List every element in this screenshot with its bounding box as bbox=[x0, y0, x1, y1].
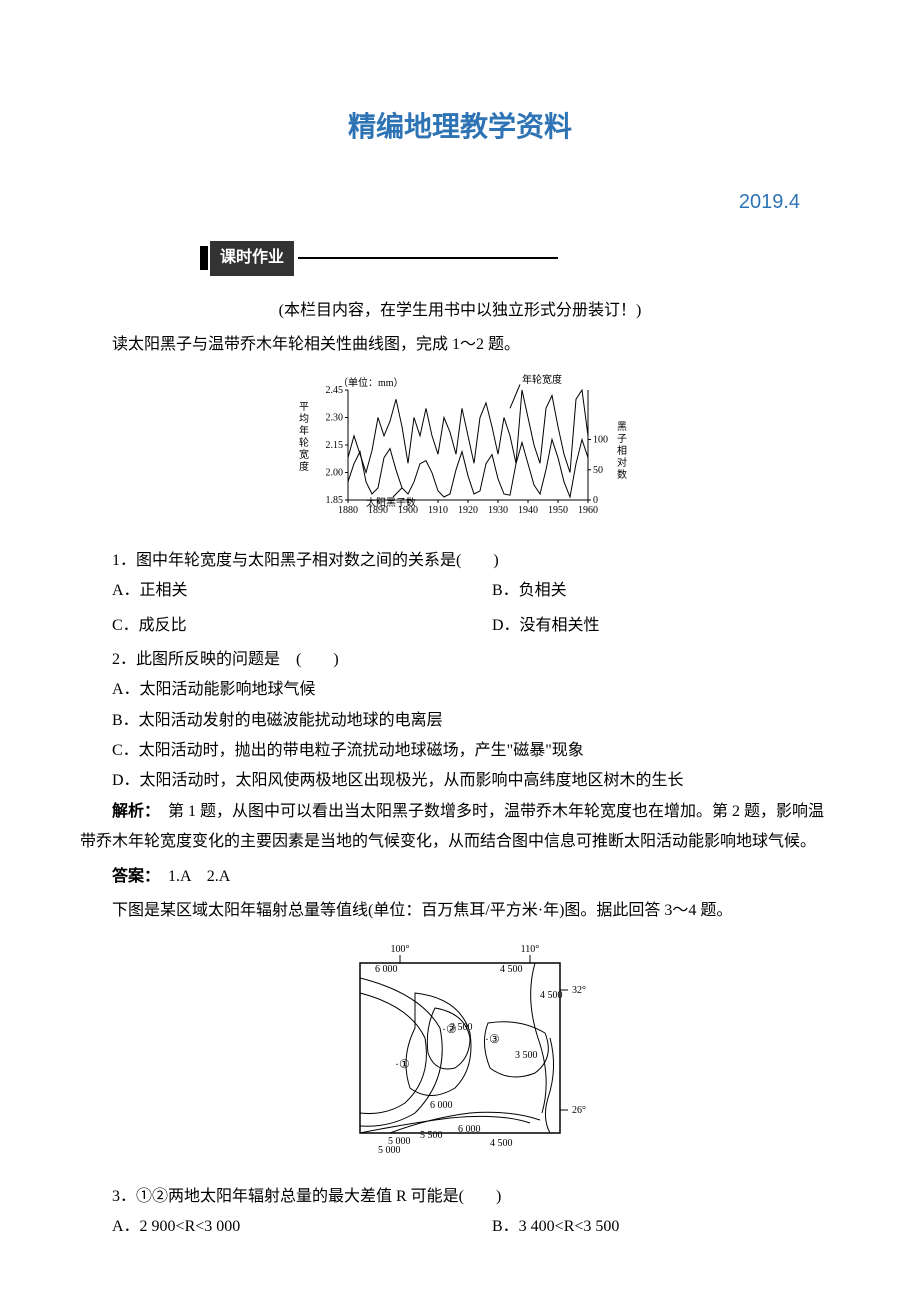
svg-text:宽: 宽 bbox=[299, 448, 309, 461]
section-banner: 课时作业 bbox=[200, 241, 840, 275]
svg-text:2.15: 2.15 bbox=[326, 440, 344, 451]
svg-text:4 500: 4 500 bbox=[490, 1138, 513, 1149]
svg-text:1940: 1940 bbox=[518, 505, 538, 516]
q2-stem: 2．此图所反映的问题是 ( ) bbox=[80, 645, 840, 675]
svg-text:子: 子 bbox=[617, 433, 627, 445]
svg-text:度: 度 bbox=[299, 460, 309, 473]
q1-opt-c: C．成反比 bbox=[80, 611, 460, 641]
chart-1: 2.452.302.152.001.8510050018801890190019… bbox=[80, 372, 840, 533]
intro-q34: 下图是某区域太阳年辐射总量等值线(单位：百万焦耳/平方米·年)图。据此回答 3～… bbox=[80, 896, 840, 926]
svg-text:4 500: 4 500 bbox=[540, 990, 563, 1001]
analysis-text: 第 1 题，从图中可以看出当太阳黑子数增多时，温带乔木年轮宽度也在增加。第 2 … bbox=[80, 803, 824, 850]
svg-text:1950: 1950 bbox=[548, 505, 568, 516]
q1-opt-a: A．正相关 bbox=[80, 576, 460, 606]
svg-text:·②: ·② bbox=[442, 1022, 457, 1036]
q3-opt-b: B．3 400<R<3 500 bbox=[460, 1212, 840, 1242]
banner-bar bbox=[200, 246, 208, 270]
q3-options-row1: A．2 900<R<3 000 B．3 400<R<3 500 bbox=[80, 1212, 840, 1242]
svg-text:1920: 1920 bbox=[458, 505, 478, 516]
svg-text:100°: 100° bbox=[391, 944, 410, 955]
svg-text:6 000: 6 000 bbox=[430, 1100, 453, 1111]
q3-stem: 3．①②两地太阳年辐射总量的最大差值 R 可能是( ) bbox=[80, 1182, 840, 1212]
answer-text: 1.A 2.A bbox=[152, 868, 230, 885]
q3-opt-a: A．2 900<R<3 000 bbox=[80, 1212, 460, 1242]
q2-opt-b: B．太阳活动发射的电磁波能扰动地球的电离层 bbox=[80, 706, 840, 736]
intro-q12: 读太阳黑子与温带乔木年轮相关性曲线图，完成 1～2 题。 bbox=[80, 330, 840, 360]
page-title: 精编地理教学资料 bbox=[80, 100, 840, 153]
svg-text:1960: 1960 bbox=[578, 505, 598, 516]
svg-text:26°: 26° bbox=[572, 1105, 586, 1116]
q1-opt-d: D．没有相关性 bbox=[460, 611, 840, 641]
analysis-label: 解析： bbox=[112, 803, 152, 820]
banner-label: 课时作业 bbox=[210, 241, 294, 275]
svg-text:32°: 32° bbox=[572, 985, 586, 996]
analysis-1: 解析： 第 1 题，从图中可以看出当太阳黑子数增多时，温带乔木年轮宽度也在增加。… bbox=[80, 797, 840, 858]
q1-options-row1: A．正相关 B．负相关 bbox=[80, 576, 840, 606]
svg-text:太阳黑子数: 太阳黑子数 bbox=[366, 496, 416, 509]
q1-opt-b: B．负相关 bbox=[460, 576, 840, 606]
svg-text:年: 年 bbox=[299, 424, 309, 437]
svg-text:黑: 黑 bbox=[617, 421, 627, 433]
svg-text:轮: 轮 bbox=[299, 436, 309, 449]
svg-text:2.00: 2.00 bbox=[326, 468, 344, 479]
svg-text:相: 相 bbox=[617, 444, 627, 457]
q1-options-row2: C．成反比 D．没有相关性 bbox=[80, 611, 840, 641]
q2-opt-c: C．太阳活动时，抛出的带电粒子流扰动地球磁场，产生"磁暴"现象 bbox=[80, 736, 840, 766]
q2-opt-d: D．太阳活动时，太阳风使两极地区出现极光，从而影响中高纬度地区树木的生长 bbox=[80, 766, 840, 796]
svg-text:年轮宽度: 年轮宽度 bbox=[522, 373, 562, 386]
answer-label: 答案： bbox=[112, 868, 152, 885]
svg-text:5 000: 5 000 bbox=[378, 1145, 401, 1156]
intro-note: (本栏目内容，在学生用书中以独立形式分册装订！) bbox=[80, 296, 840, 326]
svg-text:·①: ·① bbox=[395, 1057, 410, 1071]
svg-text:50: 50 bbox=[593, 465, 603, 476]
svg-text:平: 平 bbox=[299, 402, 309, 413]
svg-text:·③: ·③ bbox=[485, 1032, 500, 1046]
date: 2019.4 bbox=[80, 183, 840, 221]
svg-text:均: 均 bbox=[299, 413, 309, 425]
svg-text:100: 100 bbox=[593, 435, 608, 446]
svg-text:2.30: 2.30 bbox=[326, 413, 344, 424]
svg-text:6 000: 6 000 bbox=[375, 964, 398, 975]
svg-text:1930: 1930 bbox=[488, 505, 508, 516]
svg-text:110°: 110° bbox=[521, 944, 540, 955]
q1-stem: 1．图中年轮宽度与太阳黑子相对数之间的关系是( ) bbox=[80, 546, 840, 576]
svg-text:（单位：mm）: （单位：mm） bbox=[338, 376, 404, 389]
banner-line bbox=[298, 257, 558, 259]
svg-text:1910: 1910 bbox=[428, 505, 448, 516]
svg-text:6 000: 6 000 bbox=[458, 1124, 481, 1135]
svg-text:4 500: 4 500 bbox=[500, 964, 523, 975]
svg-text:3 500: 3 500 bbox=[515, 1050, 538, 1061]
svg-text:数: 数 bbox=[617, 468, 627, 481]
answer-1: 答案： 1.A 2.A bbox=[80, 862, 840, 892]
chart-2: 100°110°32°26°6 0006 0004 5004 5003 5003… bbox=[80, 938, 840, 1169]
svg-text:1880: 1880 bbox=[338, 505, 358, 516]
svg-text:对: 对 bbox=[617, 456, 627, 469]
q2-opt-a: A．太阳活动能影响地球气候 bbox=[80, 675, 840, 705]
svg-text:5 500: 5 500 bbox=[420, 1130, 443, 1141]
